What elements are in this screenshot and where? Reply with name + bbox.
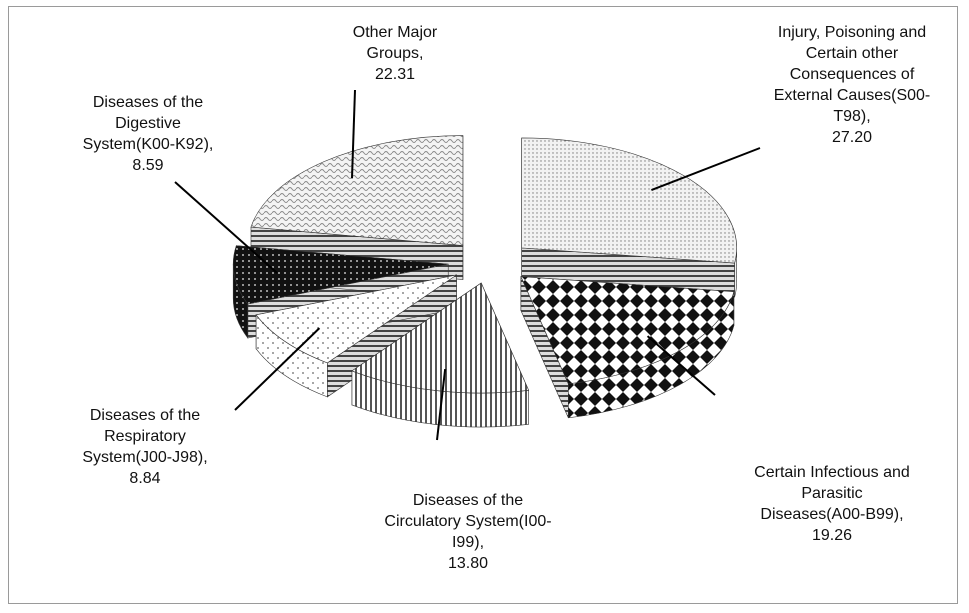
data-label: Diseases of the Digestive System(K00-K92… [68,92,228,176]
pie-slice [521,137,737,264]
data-label: Other Major Groups, 22.31 [325,22,465,85]
data-label: Injury, Poisoning and Certain other Cons… [765,22,940,148]
label-text: Certain Infectious and Parasitic Disease… [754,464,910,523]
slice-group [520,276,735,419]
label-text: 27.20 [831,129,873,146]
pie-slice [351,282,530,394]
leader-line [436,368,447,441]
label-text: Diseases of the Digestive System(K00-K92… [82,94,209,153]
leader-line [646,335,716,396]
label-text: , [419,45,424,62]
label-text: Diseases of the Respiratory System(J00-J… [82,407,204,466]
leader-line [234,327,321,411]
leader-line [174,181,278,274]
data-label: Diseases of the Respiratory System(J00-J… [60,405,230,489]
data-label: Diseases of the Circulatory System(I00-I… [383,490,553,574]
label-text: 13.80 [447,555,489,572]
label-text: , [208,136,214,153]
label-text: 19.26 [811,527,853,544]
label-text: , [899,506,904,523]
label-text: , [203,449,208,466]
label-text: Diseases of the Circulatory System(I00-I… [384,492,552,551]
label-text: 8.84 [129,470,161,487]
chart-frame [8,6,958,604]
label-text: 8.59 [132,157,164,174]
label-text: Injury, Poisoning and Certain other Cons… [773,24,931,125]
pie-slice [250,135,464,246]
leader-line [651,147,761,192]
slice-group [351,282,530,428]
leader-line [350,89,356,179]
label-text: 22.31 [374,66,416,83]
label-text: , [866,108,871,125]
label-text: Other Major Groups [352,24,438,62]
slice-group [521,137,737,298]
pie-slice [232,245,449,305]
label-text: , [479,534,485,551]
pie-slice [520,276,735,385]
data-label: Certain Infectious and Parasitic Disease… [747,462,917,546]
